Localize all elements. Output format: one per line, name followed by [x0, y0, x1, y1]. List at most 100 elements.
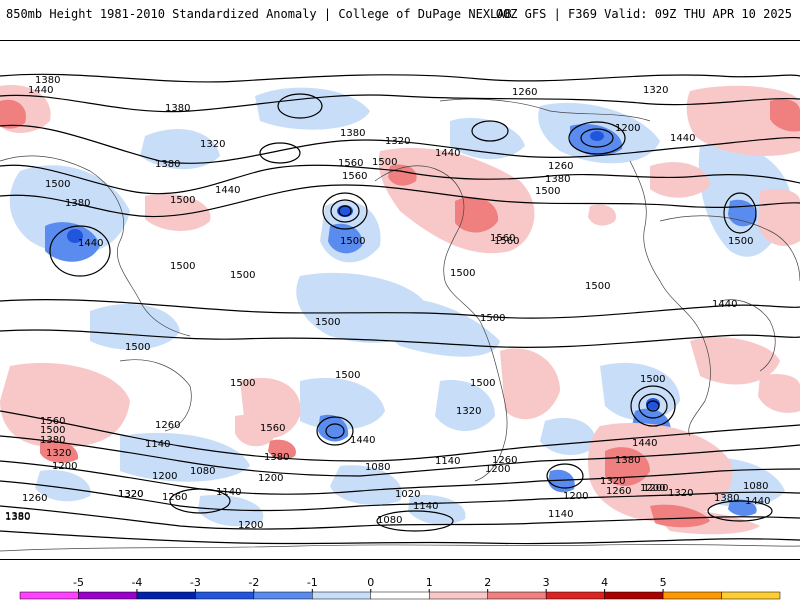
contour-label: 1200 [643, 483, 668, 494]
contour-label: 1500 [170, 195, 195, 206]
contour-label: 1320 [385, 136, 410, 147]
contour-label: 1380 [545, 174, 570, 185]
contour-label: 1320 [643, 85, 668, 96]
colorbar-swatch [78, 591, 138, 600]
contour-label: 1560 [490, 233, 515, 244]
colorbar-swatches [19, 591, 781, 600]
contour-label: 1500 [728, 236, 753, 247]
colorbar-tick-label: -3 [190, 576, 201, 589]
colorbar-tick-label: 1 [426, 576, 433, 589]
contour-label: 1080 [190, 466, 215, 477]
colorbar-swatch [487, 591, 547, 600]
contour-label: 1440 [745, 496, 770, 507]
contour-label: 1380 [615, 455, 640, 466]
contour-label: 1140 [435, 456, 460, 467]
contour-label: 1380 [165, 103, 190, 114]
contour-label: 1500 [450, 268, 475, 279]
contour-label: 1560 [260, 423, 285, 434]
contour-label: 1440 [350, 435, 375, 446]
contour-label: 1500 [335, 370, 360, 381]
contour-labels: 1380 1440 1380 1320 1380 1320 1380 1500 … [5, 75, 770, 531]
contour-label: 1560 [494, 236, 519, 247]
contour-label: 1500 [372, 157, 397, 168]
contour-label: 1140 [145, 439, 170, 450]
contour-label: 1200 [258, 473, 283, 484]
colorbar-tick-label: 0 [367, 576, 374, 589]
contour-label: 1440 [215, 185, 240, 196]
colorbar-swatch [662, 591, 722, 600]
colorbar-ticks: -5 -4 -3 -2 -1 0 1 2 3 4 5 [73, 576, 667, 592]
colorbar-swatch [253, 591, 313, 600]
contour-label: 1080 [743, 481, 768, 492]
contour-label: 1200 [563, 491, 588, 502]
contour-label: 1380 [155, 159, 180, 170]
contour-label: 1500 [40, 425, 65, 436]
contour-label: 1260 [162, 492, 187, 503]
contour-label: 1500 [470, 378, 495, 389]
contour-label: 1200 [640, 483, 665, 494]
colorbar-swatch [604, 591, 664, 600]
header: 850mb Height 1981-2010 Standardized Anom… [0, 0, 800, 28]
colorbar-swatch [721, 591, 781, 600]
contour-label: 1320 [46, 448, 71, 459]
contour-label: 1440 [435, 148, 460, 159]
contour-label: 1500 [640, 374, 665, 385]
contour-label: 1560 [338, 158, 363, 169]
contour-label: 1320 [118, 489, 143, 500]
contour-label: 1200 [485, 464, 510, 475]
contour-label: 1380 [264, 452, 289, 463]
contour-label: 1380 [5, 511, 30, 522]
contour-label: 1320 [456, 406, 481, 417]
contour-label: 1080 [365, 462, 390, 473]
contour-label: 1260 [22, 493, 47, 504]
colorbar-swatch [545, 591, 605, 600]
contour-label: 1500 [315, 317, 340, 328]
contour-label: 1140 [413, 501, 438, 512]
colorbar-tick-label: -4 [131, 576, 142, 589]
contour-label: 1440 [712, 299, 737, 310]
contour-label: 1500 [535, 186, 560, 197]
map-panel: 1380 1440 1380 1320 1380 1320 1380 1500 … [0, 40, 800, 560]
colorbar: -5 -4 -3 -2 -1 0 1 2 3 4 5 [0, 568, 800, 600]
contour-label: 1200 [238, 520, 263, 531]
colorbar-tick-label: 5 [660, 576, 667, 589]
weather-map: 1380 1440 1380 1320 1380 1320 1380 1500 … [0, 73, 800, 552]
contour-label: 1380 [5, 512, 30, 523]
contour-label: 1320 [200, 139, 225, 150]
contour-label: 1500 [125, 342, 150, 353]
colorbar-swatch [370, 591, 430, 600]
contour-label: 1260 [606, 486, 631, 497]
contour-label: 1560 [342, 171, 367, 182]
contour-label: 1500 [340, 236, 365, 247]
colorbar-swatch [19, 591, 79, 600]
contour-label: 1140 [216, 487, 241, 498]
contour-label: 1500 [480, 313, 505, 324]
contour-label: 1320 [668, 488, 693, 499]
contour-label: 1500 [45, 179, 70, 190]
colorbar-tick-label: -2 [248, 576, 259, 589]
contour-label: 1380 [65, 198, 90, 209]
contour-label: 1320 [118, 489, 143, 500]
run-info: 00Z GFS | F369 Valid: 09Z THU APR 10 202… [495, 7, 792, 21]
colorbar-tick-label: -5 [73, 576, 84, 589]
colorbar-tick-label: 3 [543, 576, 550, 589]
contour-label: 1200 [615, 123, 640, 134]
contour-label: 1140 [548, 509, 573, 520]
colorbar-graphic: -5 -4 -3 -2 -1 0 1 2 3 4 5 [19, 576, 781, 600]
contour-label: 1500 [230, 378, 255, 389]
colorbar-swatch [312, 591, 372, 600]
colorbar-tick-label: 2 [484, 576, 491, 589]
contour-label: 1500 [230, 270, 255, 281]
contour-label: 1440 [28, 85, 53, 96]
colorbar-swatch [136, 591, 196, 600]
contour-label: 1440 [78, 238, 103, 249]
contour-label: 1500 [170, 261, 195, 272]
contour-label: 1260 [548, 161, 573, 172]
contour-label: 1200 [152, 471, 177, 482]
coastlines [0, 98, 800, 552]
colorbar-tick-label: -1 [307, 576, 318, 589]
contour-label: 1380 [35, 75, 60, 86]
contour-label: 1260 [512, 87, 537, 98]
colorbar-swatch [428, 591, 488, 600]
contour-label: 1380 [714, 493, 739, 504]
